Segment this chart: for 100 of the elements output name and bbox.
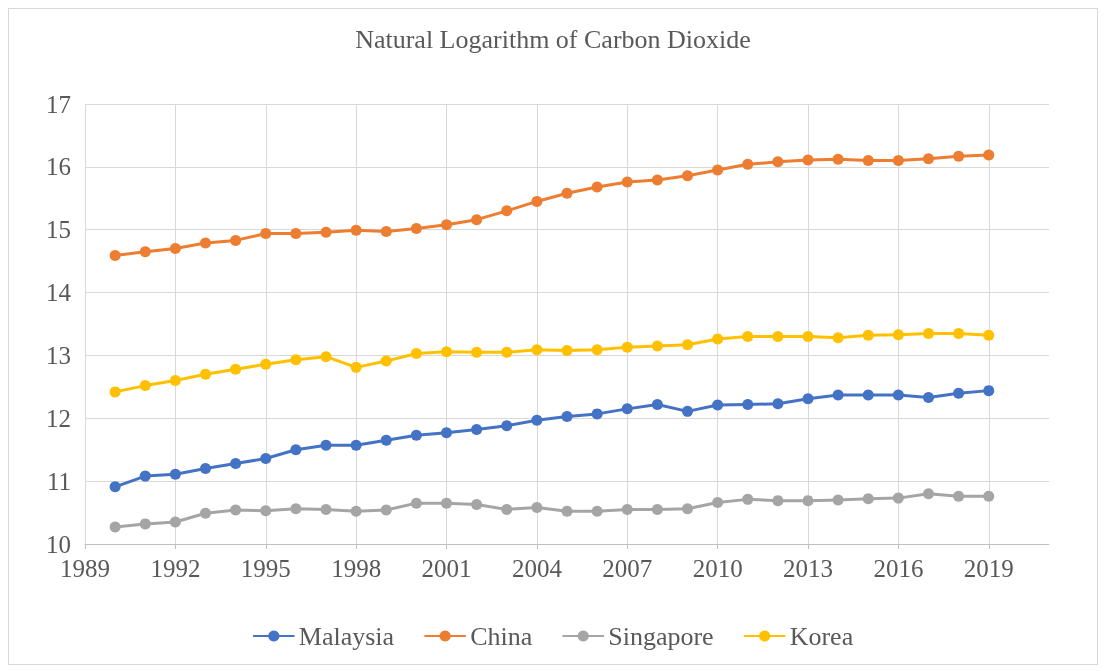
point	[501, 205, 513, 217]
point	[712, 164, 724, 176]
point	[862, 155, 874, 167]
point	[742, 398, 754, 410]
point	[531, 414, 543, 426]
point	[410, 348, 422, 360]
point	[471, 214, 483, 226]
legend-label: China	[470, 621, 533, 651]
x-tick-label: 2010	[692, 555, 743, 582]
point	[410, 429, 422, 441]
point	[772, 495, 784, 507]
point	[320, 439, 332, 451]
point	[651, 503, 663, 515]
point	[380, 355, 392, 367]
point	[953, 150, 965, 162]
point	[139, 470, 151, 482]
point	[923, 153, 934, 165]
point	[290, 444, 302, 456]
point	[169, 375, 181, 387]
point	[139, 380, 151, 392]
y-tick-label: 17	[46, 90, 71, 118]
point	[501, 346, 513, 358]
point	[742, 331, 754, 343]
y-tick-label: 13	[46, 341, 71, 369]
point	[651, 340, 663, 352]
point	[983, 385, 995, 397]
point	[531, 502, 543, 514]
point	[290, 354, 302, 366]
point	[230, 504, 242, 516]
point	[169, 516, 181, 528]
point	[200, 463, 211, 475]
point	[983, 149, 995, 161]
point	[892, 389, 904, 401]
point	[320, 351, 332, 363]
point	[501, 420, 513, 432]
point	[109, 386, 121, 398]
point	[531, 344, 543, 356]
point	[832, 153, 844, 165]
point	[953, 490, 965, 502]
point	[471, 346, 483, 358]
point	[772, 331, 784, 343]
point	[139, 246, 151, 258]
point	[441, 497, 452, 509]
point	[260, 227, 272, 239]
point	[712, 497, 724, 509]
point	[682, 405, 693, 417]
point	[621, 503, 633, 515]
point	[531, 195, 543, 207]
x-tick-label: 2016	[873, 555, 924, 582]
point	[200, 237, 211, 249]
point	[591, 344, 603, 356]
point	[290, 227, 302, 239]
point	[832, 332, 844, 344]
point	[923, 392, 934, 404]
point	[742, 493, 754, 505]
point	[380, 226, 392, 238]
point	[561, 505, 573, 517]
point	[109, 481, 121, 493]
y-tick-label: 16	[46, 153, 71, 181]
y-tick-label: 15	[46, 216, 71, 244]
point	[742, 158, 754, 170]
point	[230, 458, 242, 470]
x-tick-label: 1992	[150, 555, 201, 582]
x-tick-label: 2013	[783, 555, 833, 582]
point	[350, 505, 362, 517]
point	[561, 187, 573, 199]
x-tick-label: 2019	[963, 555, 1014, 582]
x-tick-label: 1989	[60, 555, 110, 582]
legend-label: Malaysia	[298, 621, 395, 651]
point	[772, 156, 784, 168]
point	[501, 503, 513, 515]
point	[832, 389, 844, 401]
point	[109, 521, 121, 533]
legend-label: Singapore	[608, 621, 714, 651]
point	[621, 403, 633, 415]
point	[682, 503, 693, 515]
x-tick-label: 1995	[240, 555, 291, 582]
point	[441, 219, 452, 231]
point	[832, 494, 844, 506]
point	[862, 329, 874, 341]
point	[561, 344, 573, 356]
point	[230, 234, 242, 246]
point	[410, 497, 422, 509]
point	[802, 393, 814, 405]
point	[350, 439, 362, 451]
legend-label: Korea	[789, 621, 854, 651]
point	[410, 222, 422, 234]
point	[621, 176, 633, 188]
point	[230, 363, 242, 375]
point	[923, 327, 934, 339]
point	[712, 333, 724, 345]
point	[441, 427, 452, 439]
point	[260, 505, 272, 517]
point	[802, 154, 814, 166]
point	[953, 327, 965, 339]
point	[350, 361, 362, 373]
point	[169, 243, 181, 255]
point	[320, 503, 332, 515]
y-tick-label: 10	[46, 530, 71, 558]
point	[591, 408, 603, 420]
